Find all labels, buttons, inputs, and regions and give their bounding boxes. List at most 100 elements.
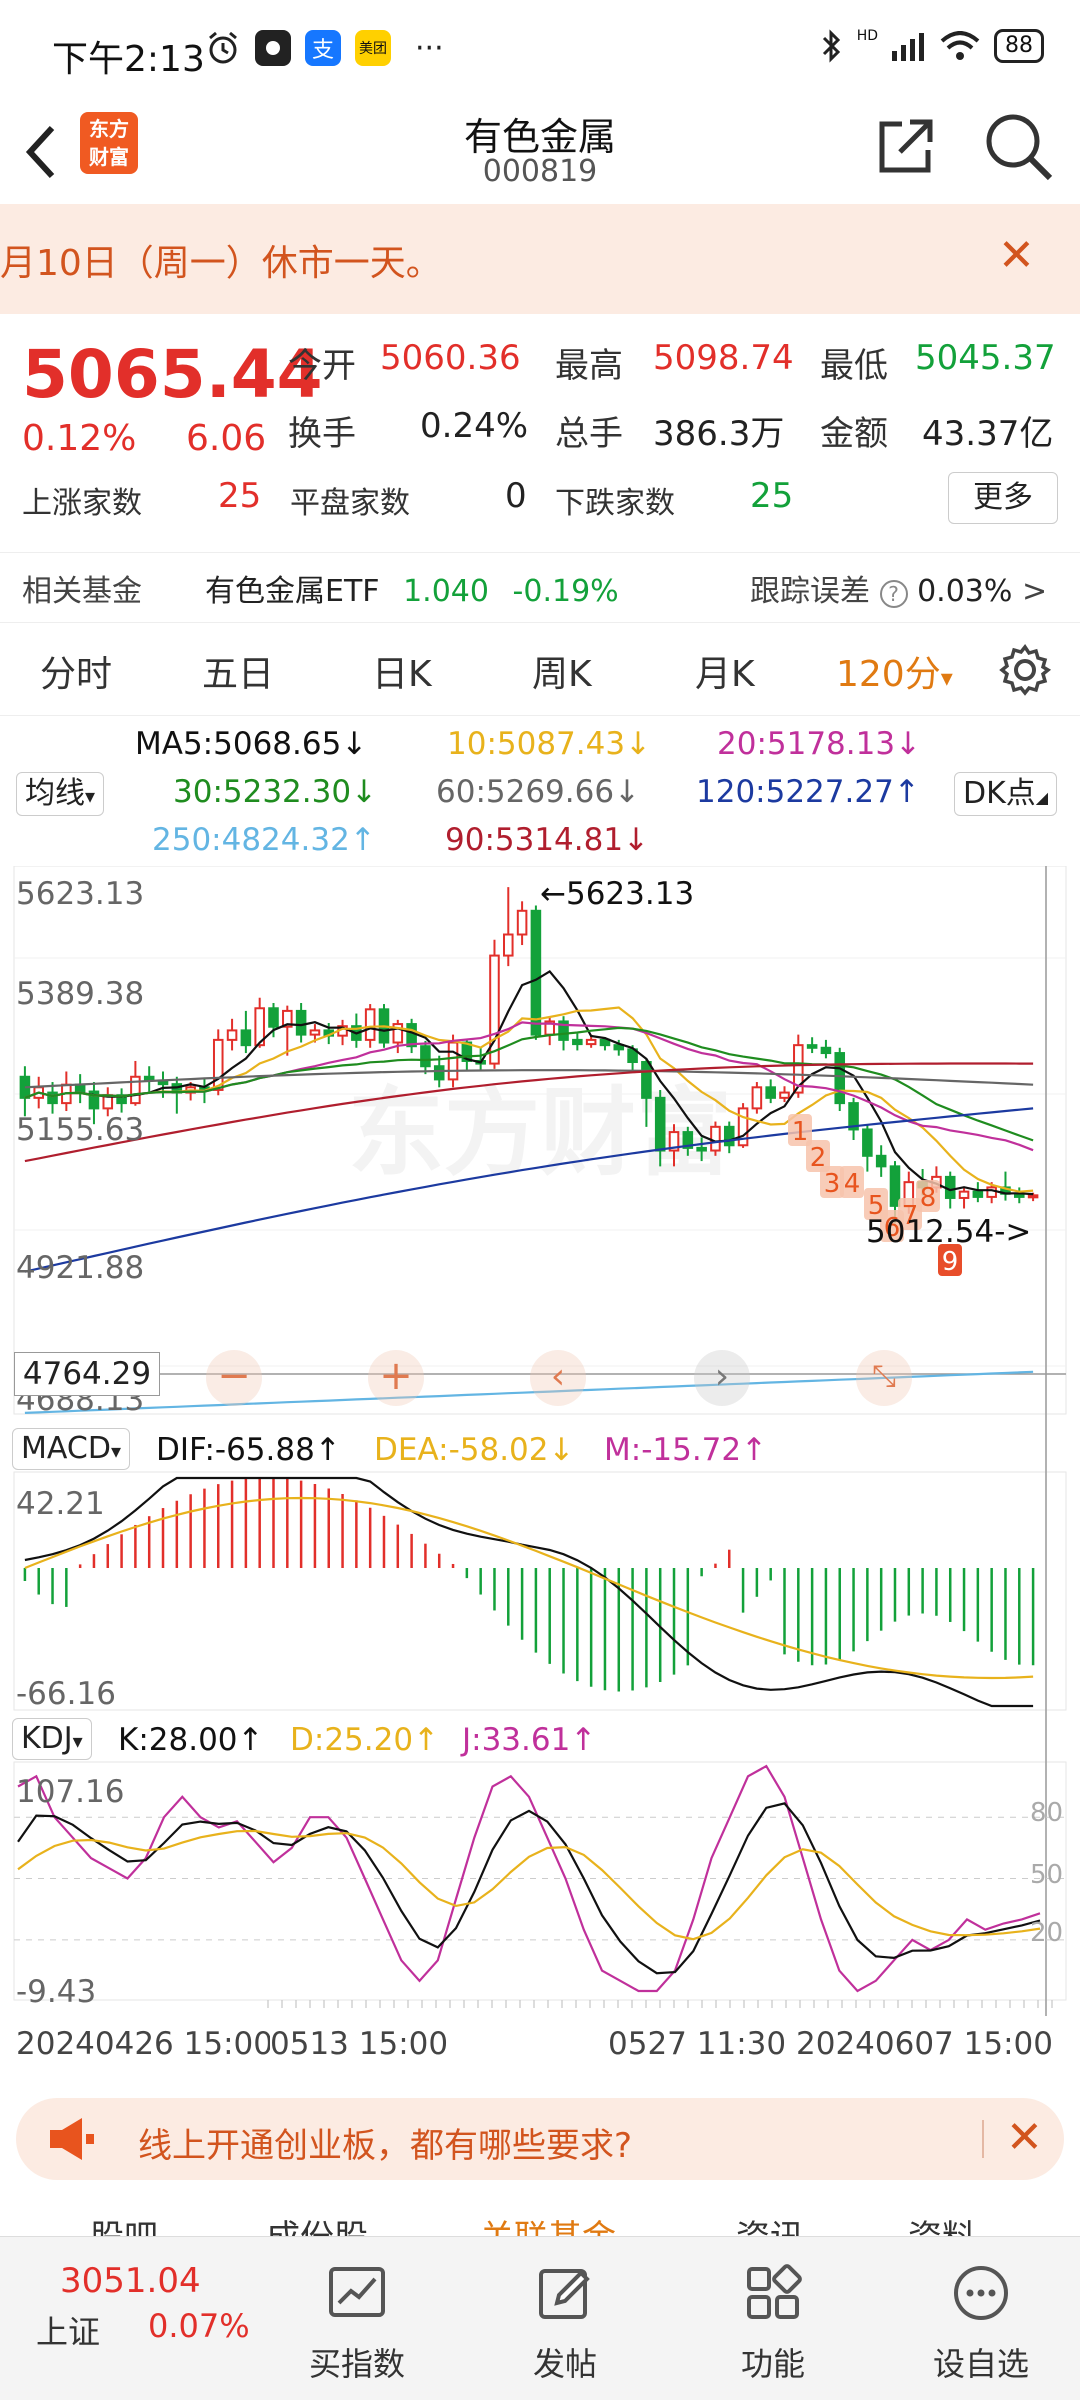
dk-marker bbox=[820, 1166, 844, 1198]
open-label: 今开 bbox=[288, 346, 356, 386]
functions-button[interactable]: 功能 bbox=[698, 2245, 848, 2395]
add-watchlist-button[interactable]: 设自选 bbox=[906, 2245, 1056, 2395]
candle-down bbox=[530, 909, 542, 1036]
candle-down bbox=[88, 1090, 100, 1110]
chart-trend-icon bbox=[329, 2267, 385, 2317]
dk-marker bbox=[916, 1180, 940, 1212]
candle-down bbox=[406, 1023, 417, 1048]
notice-banner[interactable]: 月10日（周一）休市一天。 ✕ bbox=[0, 204, 1080, 314]
tab-profile[interactable]: 资料 bbox=[908, 2210, 976, 2236]
candle-down bbox=[599, 1038, 611, 1047]
button-label: 功能 bbox=[740, 2345, 805, 2383]
ma120-value: 120:5227.27↑ bbox=[696, 774, 920, 810]
grid-icon bbox=[747, 2264, 802, 2319]
fund-price: 1.040 bbox=[403, 574, 489, 609]
signal-hd-label: HD bbox=[856, 28, 878, 44]
index-quote[interactable]: 3051.04 上证 0.07% bbox=[0, 2237, 280, 2400]
search-icon[interactable] bbox=[980, 108, 1056, 184]
zoom-in-button[interactable]: + bbox=[368, 1350, 424, 1406]
ma5-value: MA5:5068.65↓ bbox=[135, 726, 368, 762]
macd-selector[interactable]: MACD▾ bbox=[12, 1428, 130, 1470]
x-label: 0513 15:00 bbox=[270, 2026, 449, 2062]
change-value: 6.06 bbox=[186, 418, 267, 459]
fullscreen-icon[interactable]: ⤡ bbox=[856, 1350, 912, 1406]
flat-count-value: 0 bbox=[505, 476, 527, 516]
dk-marker-label: 6 bbox=[884, 1213, 901, 1243]
tracking-error[interactable]: 跟踪误差 ? 0.03% > bbox=[750, 566, 1047, 610]
scroll-right-button[interactable]: › bbox=[694, 1350, 750, 1406]
candle-down bbox=[875, 1154, 887, 1168]
open-value: 5060.36 bbox=[380, 338, 521, 378]
tab-related-funds[interactable]: 关联基金 bbox=[480, 2210, 616, 2236]
ma-selector[interactable]: 均线▾ bbox=[16, 772, 105, 816]
candle-down bbox=[848, 1102, 859, 1131]
candle-down bbox=[420, 1045, 431, 1068]
gear-icon[interactable] bbox=[998, 643, 1052, 697]
candle-up bbox=[282, 1009, 293, 1028]
close-icon[interactable]: ✕ bbox=[998, 230, 1035, 281]
macd-dea: DEA:-58.02↓ bbox=[374, 1432, 575, 1468]
ma10-line bbox=[24, 1006, 1034, 1193]
tab-intraday[interactable]: 分时 bbox=[40, 654, 113, 695]
kdj-selector[interactable]: KDJ▾ bbox=[12, 1718, 92, 1760]
tab-120min-label: 120分 bbox=[836, 654, 941, 695]
dk-marker bbox=[840, 1166, 864, 1198]
tab-monthly-k[interactable]: 月K bbox=[695, 654, 755, 695]
volume-label: 总手 bbox=[555, 414, 623, 454]
fund-name: 有色金属ETF bbox=[205, 574, 380, 609]
candle-down bbox=[461, 1041, 473, 1062]
scroll-left-button[interactable]: ‹ bbox=[530, 1350, 586, 1406]
ma90-line bbox=[24, 1062, 1034, 1163]
candle-up bbox=[503, 933, 514, 957]
notice-text: 月10日（周一）休市一天。 bbox=[0, 243, 442, 284]
macd-y-label: 42.21 bbox=[16, 1486, 105, 1522]
high-value: 5098.74 bbox=[653, 338, 794, 378]
post-button[interactable]: 发帖 bbox=[490, 2245, 640, 2395]
dk-point-selector[interactable]: DK点◢ bbox=[954, 772, 1058, 816]
low-label: 最低 bbox=[820, 346, 888, 386]
dk-marker-label: 8 bbox=[920, 1183, 937, 1213]
macd-dif: DIF:-65.88↑ bbox=[156, 1432, 341, 1468]
help-icon[interactable]: ? bbox=[879, 580, 908, 608]
share-icon[interactable] bbox=[870, 112, 940, 182]
tab-daily-k[interactable]: 日K bbox=[372, 654, 432, 695]
tab-constituents[interactable]: 成份股 bbox=[266, 2210, 368, 2236]
candle-down bbox=[972, 1190, 984, 1198]
bottom-bar: 3051.04 上证 0.07% 买指数 发帖 功能 设自选 bbox=[0, 2236, 1080, 2400]
zoom-out-button[interactable]: − bbox=[206, 1350, 262, 1406]
button-label: 设自选 bbox=[932, 2345, 1029, 2383]
index-value: 3051.04 bbox=[60, 2261, 201, 2301]
macd-dea-line bbox=[24, 1496, 1034, 1680]
kline-chart[interactable]: 东方财富 1 2 3 4 5 6 7 8 9 5623.13 5389.38 5155.63 49… bbox=[0, 866, 1080, 2086]
tab-120min[interactable]: 120分▾ bbox=[836, 645, 953, 697]
ma250-value: 250:4824.32↑ bbox=[152, 822, 376, 858]
down-count-label: 下跌家数 bbox=[555, 486, 675, 521]
buy-index-button[interactable]: 买指数 bbox=[282, 2245, 432, 2395]
x-label: 0527 11:30 bbox=[608, 2026, 787, 2062]
logo-line2: 财富 bbox=[89, 145, 129, 169]
meituan-icon: 美团 bbox=[355, 30, 391, 66]
kdj-y-label: -9.43 bbox=[16, 1974, 97, 2010]
tab-weekly-k[interactable]: 周K bbox=[532, 654, 592, 695]
promo-banner[interactable]: 线上开通创业板，都有哪些要求? ✕ bbox=[16, 2098, 1064, 2180]
ma250-line bbox=[24, 1370, 1034, 1414]
close-icon[interactable]: ✕ bbox=[1006, 2112, 1043, 2163]
candle-up bbox=[226, 1029, 238, 1041]
kdj-k: K:28.00↑ bbox=[118, 1722, 264, 1758]
x-label: 20240426 15:00 bbox=[16, 2026, 273, 2062]
amount-label: 金额 bbox=[820, 414, 888, 454]
turnover-value: 0.24% bbox=[420, 406, 529, 446]
related-fund-link[interactable]: 有色金属ETF 1.040 -0.19% bbox=[205, 566, 619, 610]
more-button[interactable]: 更多 bbox=[948, 472, 1058, 524]
tab-news[interactable]: 资讯 bbox=[736, 2210, 804, 2236]
kline-chart-svg[interactable]: 东方财富 123 456 789 bbox=[0, 866, 1080, 2086]
tab-five-day[interactable]: 五日 bbox=[202, 654, 275, 695]
candle-up bbox=[489, 954, 500, 1065]
quote-panel: 5065.44 0.12% 6.06 今开 5060.36 最高 5098.74… bbox=[0, 314, 1080, 620]
crosshair-value: 4764.29 bbox=[14, 1352, 160, 1396]
chevron-right-icon[interactable]: > bbox=[1021, 574, 1048, 609]
kdj-d: D:25.20↑ bbox=[290, 1722, 440, 1758]
eastmoney-logo[interactable]: 东方 财富 bbox=[80, 112, 138, 174]
back-icon[interactable] bbox=[22, 122, 62, 182]
tab-forum[interactable]: 股吧 bbox=[90, 2210, 158, 2236]
